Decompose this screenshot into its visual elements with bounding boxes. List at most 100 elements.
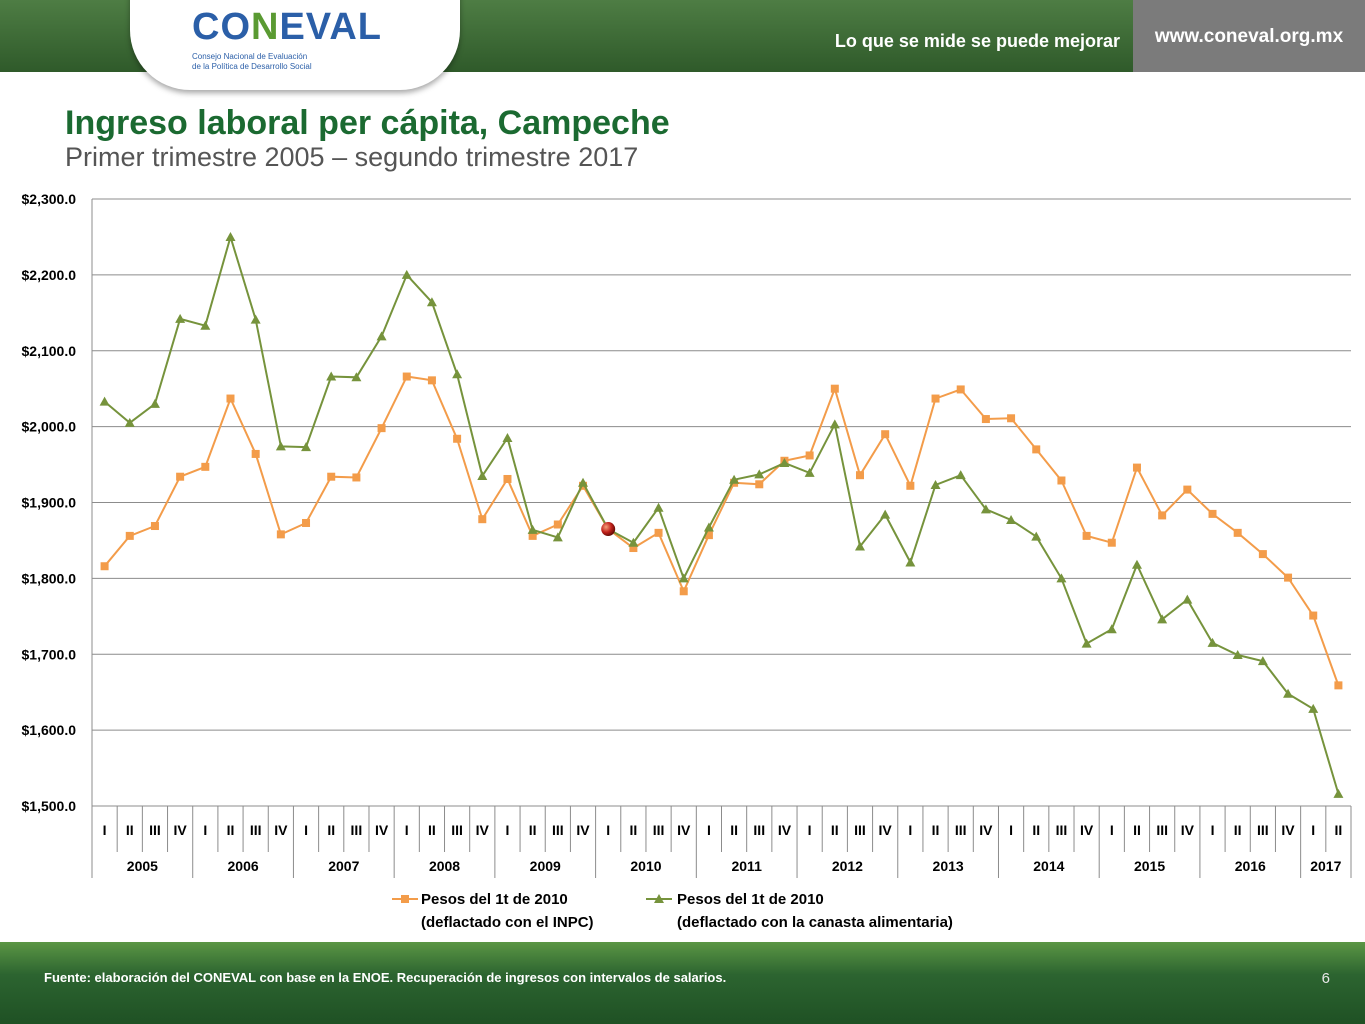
x-quarter-label: II bbox=[730, 822, 738, 838]
data-point bbox=[326, 371, 337, 381]
x-quarter-label: III bbox=[1257, 822, 1269, 838]
x-quarter-label: III bbox=[149, 822, 161, 838]
data-point bbox=[931, 394, 940, 403]
x-quarter-label: I bbox=[1311, 822, 1315, 838]
data-point bbox=[175, 313, 186, 323]
x-quarter-label: III bbox=[1056, 822, 1068, 838]
data-point bbox=[704, 531, 713, 540]
data-point bbox=[981, 415, 990, 424]
website-url[interactable]: www.coneval.org.mx bbox=[1154, 26, 1344, 47]
x-quarter-label: III bbox=[351, 822, 363, 838]
data-point bbox=[755, 480, 764, 489]
data-point bbox=[1056, 573, 1067, 583]
data-point bbox=[1032, 445, 1041, 454]
data-point bbox=[302, 518, 311, 527]
x-quarter-label: II bbox=[227, 822, 235, 838]
data-point bbox=[578, 477, 589, 487]
y-tick-label: $1,900.0 bbox=[22, 495, 77, 511]
logo-subtitle-line-1: Consejo Nacional de Evaluación bbox=[192, 52, 308, 61]
x-year-label: 2010 bbox=[630, 858, 661, 874]
x-quarter-label: II bbox=[932, 822, 940, 838]
x-quarter-label: III bbox=[451, 822, 463, 838]
data-point bbox=[1258, 550, 1267, 559]
line-chart: $1,500.0 $1,600.0 $1,700.0 $1,800.0 $1,900.0… bbox=[22, 191, 1352, 931]
x-year-label: 2013 bbox=[933, 858, 964, 874]
data-point bbox=[1183, 485, 1192, 494]
data-point bbox=[275, 441, 286, 451]
data-point bbox=[251, 449, 260, 458]
x-quarter-label: I bbox=[1110, 822, 1114, 838]
data-point bbox=[376, 331, 387, 341]
y-tick-label: $2,300.0 bbox=[22, 191, 77, 207]
data-point bbox=[453, 434, 462, 443]
x-quarter-label: I bbox=[103, 822, 107, 838]
data-point bbox=[906, 481, 915, 490]
x-year-label: 2017 bbox=[1310, 858, 1341, 874]
x-quarter-label: IV bbox=[879, 822, 893, 838]
x-year-label: 2006 bbox=[228, 858, 259, 874]
x-quarter-label: I bbox=[203, 822, 207, 838]
data-point bbox=[1057, 476, 1066, 485]
legend-marker-1 bbox=[401, 895, 409, 903]
data-point bbox=[956, 385, 965, 394]
data-point bbox=[1257, 656, 1268, 666]
x-quarter-label: I bbox=[808, 822, 812, 838]
x-quarter-label: I bbox=[405, 822, 409, 838]
data-point bbox=[1207, 637, 1218, 647]
data-point bbox=[880, 509, 891, 519]
legend-sublabel-2: (deflactado con la canasta alimentaria) bbox=[677, 914, 953, 931]
x-quarter-label: III bbox=[250, 822, 262, 838]
data-point bbox=[225, 231, 236, 241]
data-point bbox=[528, 531, 537, 540]
y-tick-label: $2,000.0 bbox=[22, 419, 77, 435]
data-point bbox=[201, 462, 210, 471]
data-point bbox=[1334, 681, 1343, 690]
logo-tab bbox=[130, 0, 460, 90]
data-point bbox=[1284, 573, 1293, 582]
data-point bbox=[1107, 538, 1116, 547]
data-point bbox=[1157, 614, 1168, 624]
data-point bbox=[1006, 514, 1017, 524]
data-point bbox=[679, 587, 688, 596]
x-quarter-label: IV bbox=[274, 822, 288, 838]
x-quarter-label: III bbox=[854, 822, 866, 838]
data-point bbox=[629, 544, 638, 553]
data-point bbox=[905, 557, 916, 567]
series-group bbox=[99, 231, 1344, 798]
x-year-label: 2016 bbox=[1235, 858, 1266, 874]
x-quarter-label: II bbox=[1133, 822, 1141, 838]
data-point bbox=[1081, 638, 1092, 648]
data-point bbox=[779, 458, 790, 468]
data-point bbox=[427, 376, 436, 385]
x-quarter-label: II bbox=[529, 822, 537, 838]
y-tick-label: $2,200.0 bbox=[22, 267, 77, 283]
data-point bbox=[150, 522, 159, 531]
logo-subtitle-line-2: de la Política de Desarrollo Social bbox=[192, 62, 312, 71]
data-point bbox=[1208, 509, 1217, 518]
x-year-label: 2015 bbox=[1134, 858, 1165, 874]
data-point bbox=[426, 297, 437, 307]
data-point bbox=[477, 470, 488, 480]
coneval-logo: CONEVAL bbox=[192, 6, 382, 49]
series-line-2 bbox=[103, 233, 1340, 795]
data-point bbox=[805, 451, 814, 460]
data-point bbox=[100, 562, 109, 571]
x-quarter-label: IV bbox=[375, 822, 389, 838]
data-point bbox=[1333, 788, 1344, 798]
x-quarter-label: II bbox=[1234, 822, 1242, 838]
base-period-marker bbox=[601, 522, 616, 537]
data-point bbox=[830, 384, 839, 393]
x-quarter-label: I bbox=[606, 822, 610, 838]
x-quarter-label: IV bbox=[979, 822, 993, 838]
x-year-label: 2012 bbox=[832, 858, 863, 874]
footer-bar bbox=[0, 942, 1365, 1024]
y-tick-label: $1,800.0 bbox=[22, 570, 77, 586]
x-quarter-label: I bbox=[908, 822, 912, 838]
x-quarter-label: I bbox=[506, 822, 510, 838]
data-point bbox=[99, 396, 110, 406]
legend-sublabel-1: (deflactado con el INPC) bbox=[421, 914, 594, 931]
x-quarter-label: III bbox=[653, 822, 665, 838]
data-point bbox=[327, 472, 336, 481]
data-point bbox=[1233, 528, 1242, 537]
page-number: 6 bbox=[1321, 970, 1330, 987]
